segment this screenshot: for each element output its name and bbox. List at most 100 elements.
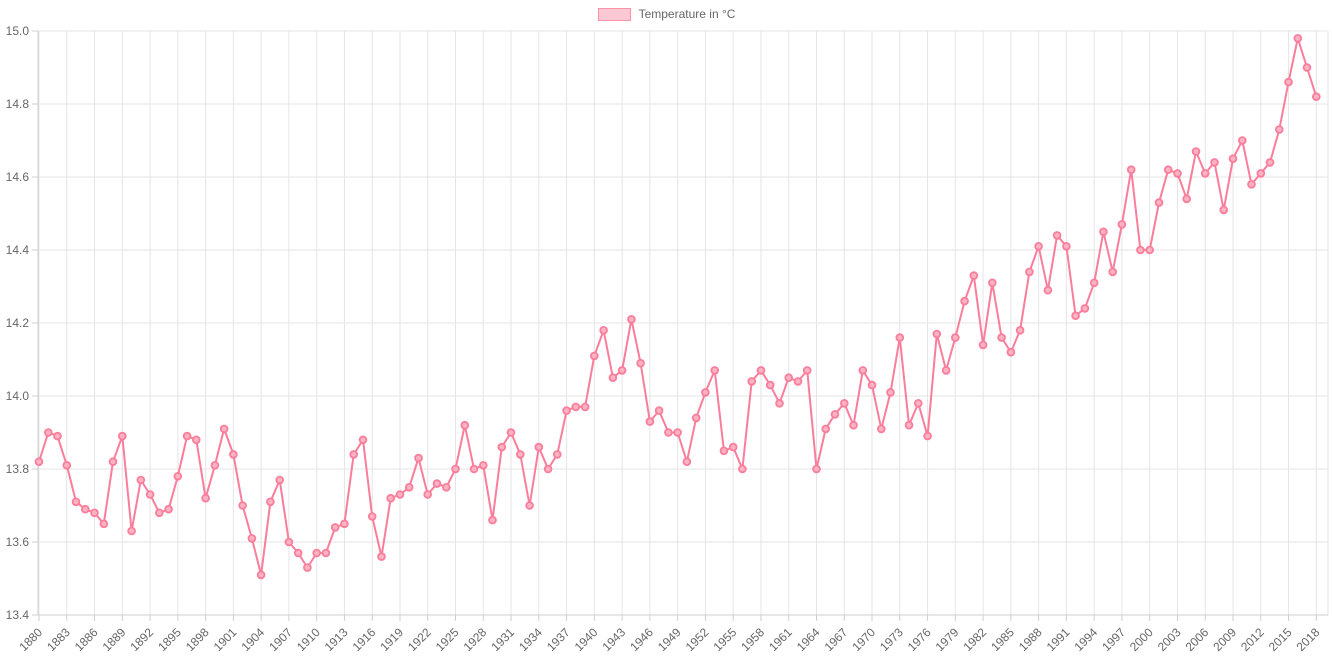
data-point-1996[interactable] — [1108, 267, 1117, 277]
data-point-1988[interactable] — [1034, 242, 1043, 251]
data-point-1944[interactable] — [627, 314, 636, 324]
data-point-1909[interactable] — [303, 563, 312, 572]
data-point-2010[interactable] — [1238, 136, 1247, 145]
data-point-1906[interactable] — [275, 475, 285, 485]
data-point-1981[interactable] — [969, 271, 979, 280]
data-point-1992[interactable] — [1071, 311, 1080, 321]
data-point-1923[interactable] — [432, 479, 442, 488]
data-point-1965[interactable] — [821, 424, 830, 434]
data-point-1985[interactable] — [1006, 347, 1016, 357]
data-point-1937[interactable] — [562, 406, 571, 415]
data-point-1898[interactable] — [201, 493, 210, 503]
data-point-1948[interactable] — [664, 428, 673, 437]
data-point-1918[interactable] — [386, 493, 396, 503]
data-point-1907[interactable] — [284, 537, 294, 547]
data-point-1950[interactable] — [682, 457, 692, 467]
data-point-1920[interactable] — [404, 482, 414, 492]
data-point-1894[interactable] — [164, 504, 173, 514]
data-point-1887[interactable] — [99, 519, 109, 529]
data-point-1926[interactable] — [460, 420, 470, 430]
data-point-1987[interactable] — [1025, 267, 1034, 277]
data-point-1935[interactable] — [543, 464, 553, 474]
data-point-1989[interactable] — [1043, 285, 1053, 295]
data-point-1889[interactable] — [118, 431, 127, 441]
data-point-2018[interactable] — [1312, 92, 1321, 101]
data-point-1910[interactable] — [312, 548, 322, 558]
data-point-1899[interactable] — [210, 460, 220, 470]
data-point-2013[interactable] — [1265, 158, 1275, 167]
data-point-1977[interactable] — [932, 329, 942, 339]
data-point-1915[interactable] — [358, 435, 368, 445]
data-point-2015[interactable] — [1284, 77, 1293, 87]
data-point-2011[interactable] — [1247, 180, 1256, 189]
data-point-1896[interactable] — [182, 431, 192, 441]
data-point-1999[interactable] — [1136, 245, 1145, 255]
data-point-1959[interactable] — [765, 380, 775, 390]
data-point-1925[interactable] — [451, 464, 460, 474]
data-point-1902[interactable] — [238, 501, 247, 510]
data-point-1927[interactable] — [469, 464, 479, 474]
data-point-1885[interactable] — [81, 504, 90, 514]
data-point-1919[interactable] — [395, 490, 405, 499]
data-point-1971[interactable] — [876, 424, 886, 434]
data-point-1958[interactable] — [756, 366, 766, 375]
data-point-1888[interactable] — [108, 457, 118, 467]
data-point-1895[interactable] — [173, 471, 183, 481]
data-point-1913[interactable] — [340, 519, 349, 529]
legend-item-temperature[interactable]: Temperature in °C — [0, 6, 1333, 22]
data-point-1982[interactable] — [978, 340, 988, 350]
data-point-1961[interactable] — [784, 373, 793, 383]
data-point-1995[interactable] — [1099, 227, 1108, 237]
data-point-1951[interactable] — [691, 413, 701, 423]
data-point-2016[interactable] — [1293, 33, 1303, 43]
data-point-1936[interactable] — [552, 450, 562, 459]
data-point-1940[interactable] — [589, 351, 599, 361]
data-point-1911[interactable] — [321, 548, 331, 558]
data-point-1976[interactable] — [923, 431, 932, 441]
data-point-1975[interactable] — [913, 398, 923, 408]
data-point-1931[interactable] — [506, 428, 516, 437]
data-point-2003[interactable] — [1173, 169, 1182, 178]
data-point-1963[interactable] — [802, 366, 812, 375]
data-point-1990[interactable] — [1052, 231, 1062, 240]
data-point-1967[interactable] — [839, 398, 849, 408]
data-point-1933[interactable] — [525, 501, 534, 510]
data-point-1903[interactable] — [247, 534, 257, 543]
data-point-1993[interactable] — [1080, 304, 1090, 313]
data-point-1904[interactable] — [256, 570, 266, 580]
data-point-1922[interactable] — [423, 490, 433, 499]
data-points[interactable] — [34, 33, 1321, 580]
data-point-1972[interactable] — [886, 388, 895, 397]
data-point-1943[interactable] — [617, 366, 627, 375]
data-point-1964[interactable] — [812, 464, 821, 474]
data-point-1968[interactable] — [849, 420, 858, 430]
data-point-2012[interactable] — [1256, 169, 1266, 178]
data-point-1970[interactable] — [867, 380, 877, 390]
data-point-1938[interactable] — [571, 402, 581, 412]
data-point-1912[interactable] — [330, 523, 340, 532]
data-point-1929[interactable] — [488, 515, 497, 525]
data-point-1973[interactable] — [895, 333, 905, 342]
data-point-1880[interactable] — [34, 457, 44, 467]
data-point-1986[interactable] — [1015, 325, 1025, 335]
data-point-1924[interactable] — [441, 482, 451, 492]
data-point-1974[interactable] — [904, 420, 914, 430]
data-point-1962[interactable] — [793, 377, 803, 386]
data-point-1955[interactable] — [728, 442, 738, 452]
data-point-2001[interactable] — [1154, 198, 1164, 207]
data-point-1881[interactable] — [43, 428, 53, 437]
data-point-1883[interactable] — [62, 460, 72, 470]
data-point-1984[interactable] — [997, 333, 1006, 342]
data-point-1954[interactable] — [719, 446, 729, 456]
data-point-1991[interactable] — [1062, 242, 1071, 251]
data-point-2002[interactable] — [1163, 165, 1173, 175]
data-point-1945[interactable] — [636, 358, 645, 368]
data-point-1882[interactable] — [53, 431, 62, 441]
data-point-2006[interactable] — [1200, 169, 1210, 178]
data-point-1932[interactable] — [515, 450, 525, 459]
data-point-2014[interactable] — [1275, 125, 1284, 134]
data-point-1900[interactable] — [219, 424, 229, 434]
data-point-1956[interactable] — [738, 464, 747, 474]
data-point-1908[interactable] — [293, 548, 303, 558]
